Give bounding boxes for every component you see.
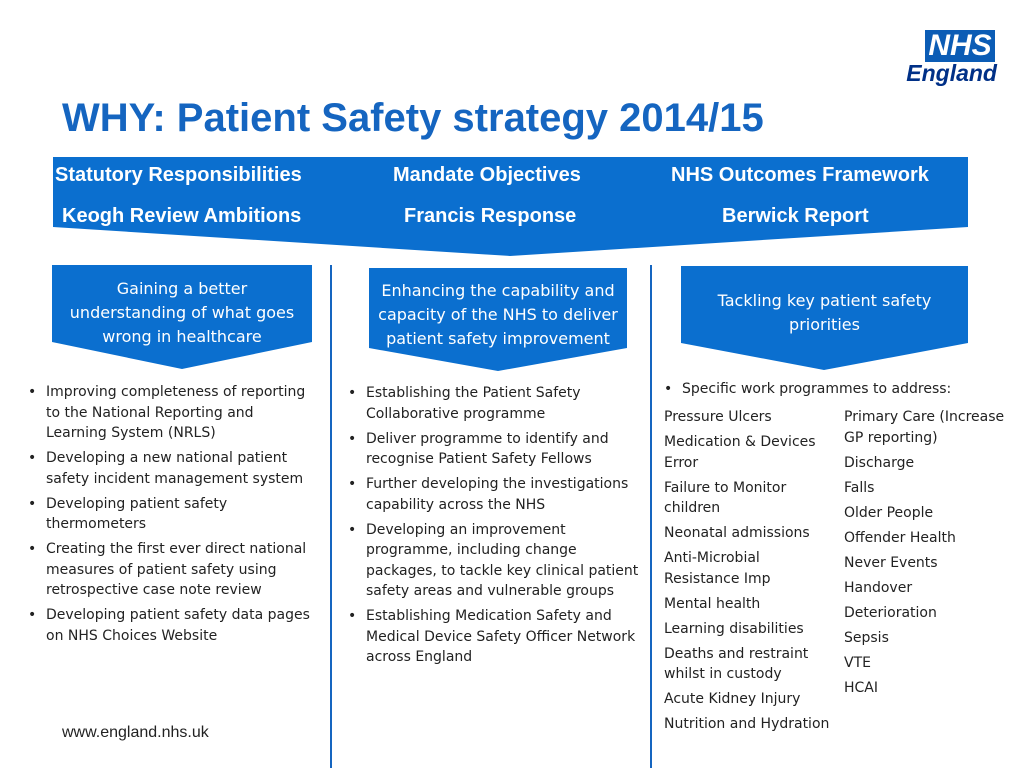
nhs-badge: NHS xyxy=(925,30,995,62)
heading-line: capacity of the NHS to deliver xyxy=(378,305,618,324)
heading-line: Gaining a better xyxy=(116,279,248,298)
list-item: Medication & Devices Error xyxy=(664,434,816,471)
list-item: Learning disabilities xyxy=(664,620,804,637)
list-item: Neonatal admissions xyxy=(664,525,810,541)
list-item: Failure to Monitor children xyxy=(664,479,787,517)
nhs-england-logo: NHS England xyxy=(905,30,997,87)
list-item: Deterioration xyxy=(844,604,937,621)
list-item: Falls xyxy=(844,479,875,496)
column-divider xyxy=(650,265,652,768)
heading-line: Tackling key patient safety xyxy=(717,291,932,310)
banner-outcomes: NHS Outcomes Framework xyxy=(671,164,929,186)
list-item: Developing patient safety thermometers xyxy=(26,494,318,535)
heading-box-understanding: Gaining a better understanding of what g… xyxy=(52,265,312,371)
list-item: Deaths and restraint whilst in custody xyxy=(664,645,809,683)
list-item: Offender Health xyxy=(844,529,956,546)
priorities-list-right: Primary Care (Increase GP reporting) Dis… xyxy=(844,407,1016,703)
list-item: Nutrition and Hydration xyxy=(664,716,830,732)
banner-keogh: Keogh Review Ambitions xyxy=(62,205,302,227)
heading-line: Enhancing the capability and xyxy=(381,281,615,300)
list-item: Acute Kidney Injury xyxy=(664,691,801,707)
list-item: Mental health xyxy=(664,595,761,612)
column-divider xyxy=(330,265,332,768)
heading-box-priorities: Tackling key patient safety priorities xyxy=(681,266,968,372)
list-item: Creating the first ever direct national … xyxy=(26,539,318,601)
drivers-banner: Statutory Responsibilities Mandate Objec… xyxy=(53,157,968,257)
banner-francis: Francis Response xyxy=(404,205,577,227)
heading-box-capability: Enhancing the capability and capacity of… xyxy=(369,268,627,372)
list-item: Never Events xyxy=(844,554,938,571)
logo-england-text: England xyxy=(906,60,997,86)
priorities-intro: Specific work programmes to address: xyxy=(662,379,992,404)
list-item: Improving completeness of reporting to t… xyxy=(26,382,318,444)
list-item: Sepsis xyxy=(844,629,889,646)
list-item: Further developing the investigations ca… xyxy=(346,474,646,515)
list-item: HCAI xyxy=(844,679,879,696)
bullet-list-understanding: Improving completeness of reporting to t… xyxy=(26,382,318,651)
heading-line: wrong in healthcare xyxy=(102,327,262,346)
list-item: Primary Care (Increase GP reporting) xyxy=(844,409,1005,446)
banner-shape xyxy=(53,157,968,256)
list-item: Establishing Medication Safety and Medic… xyxy=(346,606,646,668)
list-item: Discharge xyxy=(844,454,915,471)
list-item: Developing a new national patient safety… xyxy=(26,448,318,489)
list-item: Establishing the Patient Safety Collabor… xyxy=(346,383,646,424)
list-item: Older People xyxy=(844,504,934,521)
list-item: Developing an improvement programme, inc… xyxy=(346,520,646,602)
footer-url[interactable]: www.england.nhs.uk xyxy=(62,724,209,741)
list-item: VTE xyxy=(844,654,871,671)
list-item: Deliver programme to identify and recogn… xyxy=(346,429,646,470)
heading-line: patient safety improvement xyxy=(386,329,610,348)
banner-statutory: Statutory Responsibilities xyxy=(55,164,302,186)
page-title: WHY: Patient Safety strategy 2014/15 xyxy=(62,96,764,140)
list-item: Pressure Ulcers xyxy=(664,409,772,425)
heading-line: understanding of what goes xyxy=(69,303,295,322)
list-item: Specific work programmes to address: xyxy=(662,379,992,400)
priorities-list-left: Pressure Ulcers Medication & Devices Err… xyxy=(664,407,836,739)
banner-berwick: Berwick Report xyxy=(722,205,869,227)
list-item: Handover xyxy=(844,579,913,596)
heading-line: priorities xyxy=(789,315,860,334)
list-item: Anti-Microbial Resistance Imp xyxy=(664,550,771,587)
banner-mandate: Mandate Objectives xyxy=(393,164,581,186)
list-item: Developing patient safety data pages on … xyxy=(26,605,318,646)
bullet-list-capability: Establishing the Patient Safety Collabor… xyxy=(346,383,646,672)
